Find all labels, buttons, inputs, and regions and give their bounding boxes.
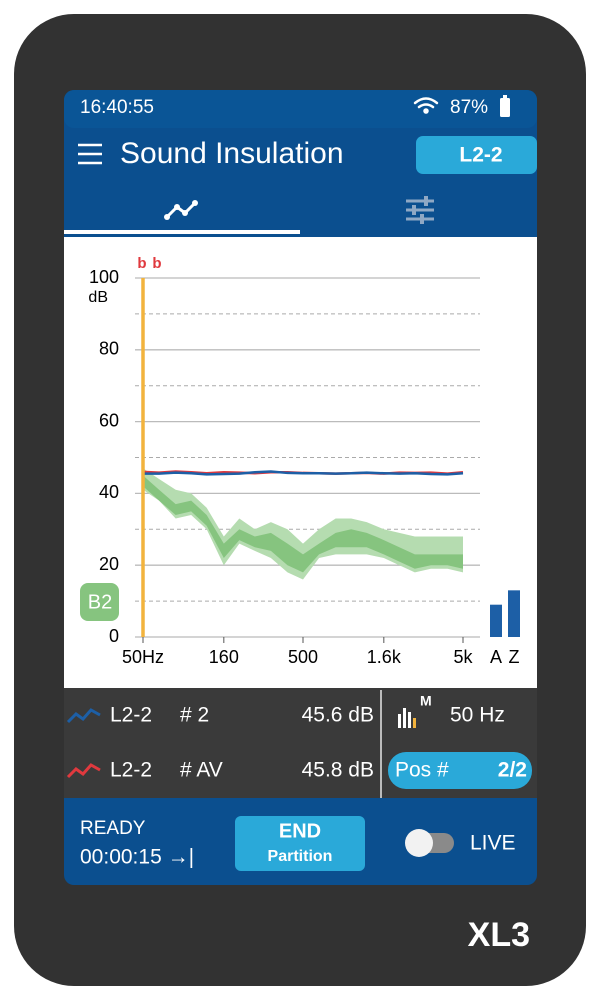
mode-badge: M — [420, 693, 432, 709]
x-tick-label: 160 — [209, 647, 239, 667]
cursor-frequency: 50 Hz — [450, 704, 505, 727]
y-tick-label: 100 — [89, 267, 119, 287]
series-line — [143, 470, 464, 476]
position-button[interactable] — [388, 752, 532, 789]
device-label: XL3 — [468, 916, 530, 954]
y-tick-label: 20 — [99, 554, 119, 574]
wifi-icon — [413, 97, 439, 114]
row-name: L2-2 — [110, 759, 152, 782]
x-tick-label: 500 — [288, 647, 318, 667]
position-label: Pos # — [395, 759, 449, 782]
legend-icon — [66, 763, 101, 779]
badge-label: B2 — [88, 591, 112, 613]
overall-label: Z — [509, 647, 520, 667]
settings-tab[interactable] — [406, 196, 434, 224]
badge — [80, 583, 119, 621]
row-number: # 2 — [180, 704, 209, 727]
graph-tab[interactable] — [64, 200, 300, 234]
status-text: READY — [80, 818, 146, 839]
row-number: # AV — [180, 759, 223, 782]
overall-bar — [490, 604, 502, 637]
y-tick-label: 0 — [109, 626, 119, 646]
chart-panel — [64, 237, 537, 688]
tab-bar — [64, 190, 537, 237]
y-tick-label: 80 — [99, 339, 119, 359]
readout: L2-2 # 2 45.6 dB L2-2 # AV 45.8 dB — [66, 704, 374, 782]
elapsed-time: 00:00:15 →| — [80, 846, 194, 869]
setup-button-label: L2-2 — [459, 144, 502, 167]
overall-bar — [508, 590, 520, 637]
mode-icon — [398, 708, 416, 728]
cursor-flag: b — [152, 255, 161, 272]
page-title: Sound Insulation — [120, 137, 344, 170]
live-toggle[interactable] — [405, 829, 454, 857]
overall-label: A — [490, 647, 502, 667]
range-band — [143, 475, 463, 573]
y-tick-label: 40 — [99, 482, 119, 502]
end-button[interactable] — [235, 816, 365, 871]
position-value: 2/2 — [498, 759, 527, 782]
status-time: 16:40:55 — [80, 97, 154, 118]
end-button-subtitle: Partition — [268, 848, 333, 865]
row-level: 45.6 dB — [302, 704, 374, 727]
legend-icon — [66, 708, 101, 724]
setup-button[interactable] — [416, 136, 537, 174]
end-button-title: END — [279, 820, 321, 842]
row-name: L2-2 — [110, 704, 152, 727]
row-level: 45.8 dB — [302, 759, 374, 782]
battery-icon — [500, 95, 510, 117]
x-tick-label: 5k — [453, 647, 473, 667]
y-tick-label: 60 — [99, 410, 119, 430]
cursor-flag: b — [137, 255, 146, 272]
menu-button[interactable] — [78, 143, 102, 165]
battery-level: 87% — [450, 97, 488, 118]
x-tick-label: 1.6k — [367, 647, 402, 667]
x-tick-label: 50Hz — [122, 647, 164, 667]
y-unit: dB — [88, 289, 108, 306]
live-label: LIVE — [470, 832, 516, 855]
chart: 0 20 40 60 80 100 50Hz 160 500 1.6k 5k b b A Z — [89, 255, 520, 667]
